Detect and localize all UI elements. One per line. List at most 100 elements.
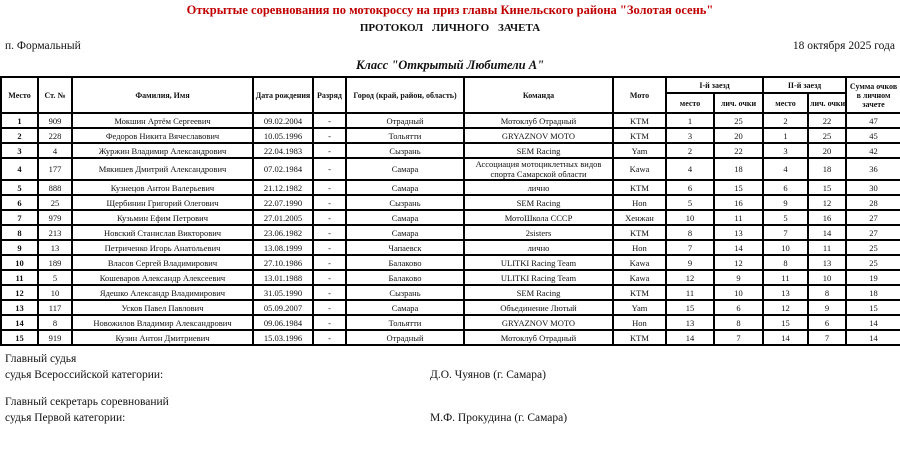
race2-points-cell: 20 [806, 142, 848, 159]
team-cell: SEM Racing [463, 142, 614, 159]
rank-cell: - [312, 157, 347, 181]
col-header-moto: Мото [612, 76, 667, 114]
city-cell: Самара [345, 157, 465, 181]
name-cell: Власов Сергей Владимирович [71, 254, 254, 271]
name-cell: Новожилов Владимир Александрович [71, 314, 254, 331]
total-cell: 14 [845, 314, 900, 331]
start-number-cell: 979 [37, 209, 73, 226]
race2-points-cell: 12 [806, 194, 848, 211]
city-cell: Самара [345, 224, 465, 241]
rank-cell: - [312, 284, 347, 301]
total-cell: 36 [845, 157, 900, 181]
city-cell: Сызрань [345, 142, 465, 159]
place-cell: 7 [0, 209, 39, 226]
birth-date-cell: 22.07.1990 [252, 194, 314, 211]
col-header-city: Город (край, район, область) [345, 76, 465, 114]
place-cell: 11 [0, 269, 39, 286]
race1-points-cell: 14 [713, 239, 764, 256]
place-cell: 6 [0, 194, 39, 211]
race1-place-cell: 14 [665, 329, 715, 346]
race2-points-cell: 14 [806, 224, 848, 241]
birth-date-cell: 09.06.1984 [252, 314, 314, 331]
total-cell: 19 [845, 269, 900, 286]
results-table-body: 1 909 Мокшин Артём Сергеевич 09.02.2004- Отр… [0, 112, 900, 346]
team-cell: МотоШкола СССР [463, 209, 614, 226]
place-cell: 9 [0, 239, 39, 256]
start-number-cell: 888 [37, 179, 73, 196]
team-cell: GRYAZNOV MOTO [463, 127, 614, 144]
table-row: 10 189 Власов Сергей Владимирович 27.10.198… [0, 254, 900, 271]
col-header-total: Сумма очков в личном зачете [845, 76, 900, 114]
moto-cell: Yam [612, 299, 667, 316]
race1-place-cell: 4 [665, 157, 715, 181]
city-cell: Самара [345, 209, 465, 226]
race2-place-cell: 5 [762, 209, 809, 226]
location-text: п. Формальный [5, 40, 81, 52]
race2-points-cell: 6 [806, 314, 848, 331]
total-cell: 15 [845, 299, 900, 316]
race1-place-cell: 15 [665, 299, 715, 316]
start-number-cell: 4 [37, 142, 73, 159]
place-cell: 10 [0, 254, 39, 271]
moto-cell: KTM [612, 224, 667, 241]
total-cell: 42 [845, 142, 900, 159]
place-cell: 14 [0, 314, 39, 331]
race2-place-cell: 7 [762, 224, 809, 241]
name-cell: Мокшин Артём Сергеевич [71, 112, 254, 129]
race1-place-cell: 10 [665, 209, 715, 226]
table-row: 13 117 Усков Павел Павлович 05.09.2007- Сама… [0, 299, 900, 316]
start-number-cell: 213 [37, 224, 73, 241]
race2-points-cell: 7 [806, 329, 848, 346]
col-header-place: Место [0, 76, 39, 114]
col-header-rank: Разряд [312, 76, 347, 114]
race2-place-cell: 11 [762, 269, 809, 286]
col-header-name: Фамилия, Имя [71, 76, 254, 114]
official-name: М.Ф. Прокудина (г. Самара) [430, 412, 568, 424]
moto-cell: KTM [612, 284, 667, 301]
race2-place-cell: 1 [762, 127, 809, 144]
official-row: судья Первой категории: М.Ф. Прокудина (… [5, 410, 900, 426]
race1-points-cell: 18 [713, 157, 764, 181]
race1-points-cell: 20 [713, 127, 764, 144]
name-cell: Ядешко Александр Владимирович [71, 284, 254, 301]
city-cell: Чапаевск [345, 239, 465, 256]
race1-points-cell: 11 [713, 209, 764, 226]
race2-points-cell: 18 [806, 157, 848, 181]
race2-points-cell: 16 [806, 209, 848, 226]
race2-place-cell: 14 [762, 329, 809, 346]
place-cell: 15 [0, 329, 39, 346]
race1-points-cell: 7 [713, 329, 764, 346]
col-header-race2: II-й заезд [761, 76, 848, 94]
rank-cell: - [312, 269, 347, 286]
rank-cell: - [312, 127, 347, 144]
place-cell: 4 [0, 157, 39, 181]
moto-cell: KTM [612, 329, 667, 346]
table-row: 11 5 Кошеваров Александр Алексеевич 13.01.1… [0, 269, 900, 286]
protocol-subtitle: ПРОТОКОЛ ЛИЧНОГО ЗАЧЕТА [359, 22, 541, 34]
race1-place-cell: 11 [665, 284, 715, 301]
birth-date-cell: 15.03.1996 [252, 329, 314, 346]
race2-place-cell: 13 [762, 284, 809, 301]
start-number-cell: 919 [37, 329, 73, 346]
race2-place-cell: 2 [762, 112, 809, 129]
total-cell: 27 [845, 224, 900, 241]
race2-points-cell: 11 [806, 239, 848, 256]
total-cell: 28 [845, 194, 900, 211]
birth-date-cell: 13.08.1999 [252, 239, 314, 256]
rank-cell: - [312, 254, 347, 271]
moto-cell: Hon [612, 314, 667, 331]
birth-date-cell: 23.06.1982 [252, 224, 314, 241]
moto-cell: KTM [612, 112, 667, 129]
city-cell: Самара [345, 299, 465, 316]
chief-secretary-block: Главный секретарь соревнований судья Пер… [5, 394, 900, 426]
race2-points-cell: 9 [806, 299, 848, 316]
birth-date-cell: 21.12.1982 [252, 179, 314, 196]
race2-points-cell: 8 [806, 284, 848, 301]
name-cell: Кузин Антон Дмитриевич [71, 329, 254, 346]
meta-row: п. Формальный 18 октября 2025 года [0, 40, 900, 53]
moto-cell: Kawa [612, 157, 667, 181]
start-number-cell: 10 [37, 284, 73, 301]
team-cell: Мотоклуб Отрадный [463, 112, 614, 129]
birth-date-cell: 22.04.1983 [252, 142, 314, 159]
start-number-cell: 909 [37, 112, 73, 129]
